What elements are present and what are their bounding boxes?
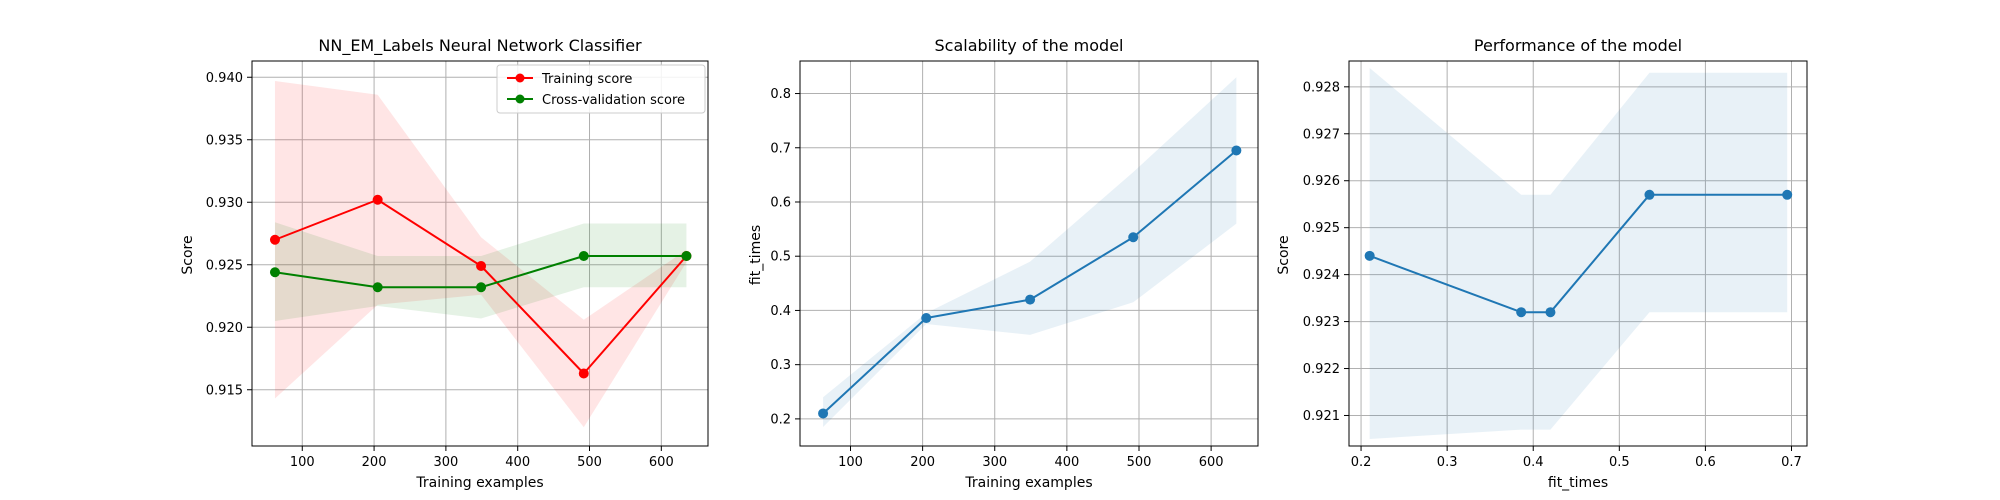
data-point	[476, 282, 487, 293]
x-tick-label: 0.6	[1695, 455, 1716, 470]
y-tick-label: 0.928	[1303, 80, 1340, 95]
x-axis-label: Training examples	[964, 475, 1092, 491]
y-tick-label: 0.923	[1303, 315, 1340, 330]
x-tick-label: 0.4	[1523, 455, 1544, 470]
x-tick-label: 200	[910, 455, 935, 470]
plot-area: 100 200 300 400 500 600 0.915 0.920 0.925 0.930 0.…	[206, 60, 709, 470]
data-point	[372, 194, 383, 205]
x-tick-label: 600	[649, 455, 674, 470]
x-axis-label: fit_times	[1548, 475, 1608, 491]
y-tick-label: 0.915	[206, 383, 243, 398]
panel-title: NN_EM_Labels Neural Network Classifier	[318, 36, 642, 56]
y-axis-label: fit_times	[748, 225, 764, 285]
legend-frame	[496, 64, 706, 114]
y-tick-label: 0.6	[770, 195, 791, 210]
y-tick-label: 0.924	[1303, 268, 1340, 283]
y-tick-label: 0.922	[1303, 362, 1340, 377]
scalability-panel: Scalability of the model Training exampl…	[748, 36, 1259, 491]
data-point	[818, 408, 829, 419]
performance-panel: Performance of the model fit_times Score…	[1276, 36, 1808, 491]
x-tick-label: 400	[1054, 455, 1079, 470]
x-tick-label: 300	[982, 455, 1007, 470]
legend-marker-training	[515, 73, 525, 83]
data-point	[1516, 307, 1527, 318]
std-band	[1369, 68, 1788, 439]
data-point	[1644, 189, 1655, 200]
panel-title: Scalability of the model	[935, 36, 1124, 55]
x-tick-label: 100	[290, 455, 315, 470]
data-point	[1364, 250, 1375, 261]
y-axis-label: Score	[180, 235, 196, 274]
x-tick-label: 600	[1199, 455, 1224, 470]
data-point	[578, 368, 589, 379]
legend-marker-cross-validation	[515, 94, 525, 104]
y-tick-label: 0.930	[206, 196, 243, 211]
plot-area: 100 200 300 400 500 600 0.2 0.3 0.4 0.5 0.6 0.7 0.8	[770, 60, 1259, 470]
y-axis-label: Score	[1276, 235, 1292, 274]
data-point	[681, 251, 692, 261]
panel-title: Performance of the model	[1474, 36, 1682, 55]
data-point	[1782, 189, 1793, 200]
data-point	[1025, 294, 1036, 305]
y-tick-label: 0.5	[770, 250, 791, 265]
legend: Training score Cross-validation score	[496, 64, 706, 114]
x-tick-label: 0.5	[1609, 455, 1630, 470]
legend-label-training: Training score	[541, 72, 632, 87]
x-tick-label: 0.7	[1781, 455, 1802, 470]
x-tick-label: 300	[433, 455, 458, 470]
plot-area: 0.2 0.3 0.4 0.5 0.6 0.7 0.921 0.922 0.923 0.924 0.…	[1303, 60, 1808, 470]
y-tick-label: 0.921	[1303, 409, 1340, 424]
std-band	[274, 81, 687, 428]
data-point	[372, 282, 383, 293]
legend-label-cross-validation: Cross-validation score	[542, 93, 685, 108]
data-point	[1128, 232, 1139, 243]
y-tick-label: 0.920	[206, 321, 243, 336]
y-tick-label: 0.4	[770, 304, 791, 319]
data-point	[269, 267, 280, 278]
y-tick-label: 0.925	[206, 258, 243, 273]
y-tick-label: 0.927	[1303, 127, 1340, 142]
x-tick-label: 500	[577, 455, 602, 470]
y-tick-label: 0.940	[206, 71, 243, 86]
x-axis-label: Training examples	[415, 475, 543, 491]
x-tick-label: 200	[362, 455, 387, 470]
x-tick-label: 400	[505, 455, 530, 470]
data-point	[1545, 307, 1556, 318]
data-point	[476, 261, 487, 271]
axes-frame	[799, 60, 1259, 447]
data-point	[921, 313, 932, 324]
y-tick-label: 0.8	[770, 87, 791, 102]
y-tick-label: 0.935	[206, 133, 243, 148]
axes-frame	[1348, 60, 1808, 447]
y-tick-label: 0.3	[770, 358, 791, 373]
y-tick-label: 0.7	[770, 141, 791, 156]
learning-curve-panel: NN_EM_Labels Neural Network Classifier T…	[180, 36, 709, 491]
y-tick-label: 0.925	[1303, 221, 1340, 236]
x-tick-label: 0.2	[1351, 455, 1372, 470]
x-tick-label: 100	[838, 455, 863, 470]
data-point	[1231, 145, 1242, 156]
x-tick-label: 0.3	[1437, 455, 1458, 470]
x-tick-label: 500	[1127, 455, 1152, 470]
y-tick-label: 0.926	[1303, 174, 1340, 189]
data-point	[269, 234, 280, 245]
std-band	[823, 77, 1237, 428]
y-tick-label: 0.2	[770, 412, 791, 427]
axes-frame	[251, 60, 709, 447]
data-point	[578, 251, 589, 261]
std-band	[274, 222, 687, 321]
